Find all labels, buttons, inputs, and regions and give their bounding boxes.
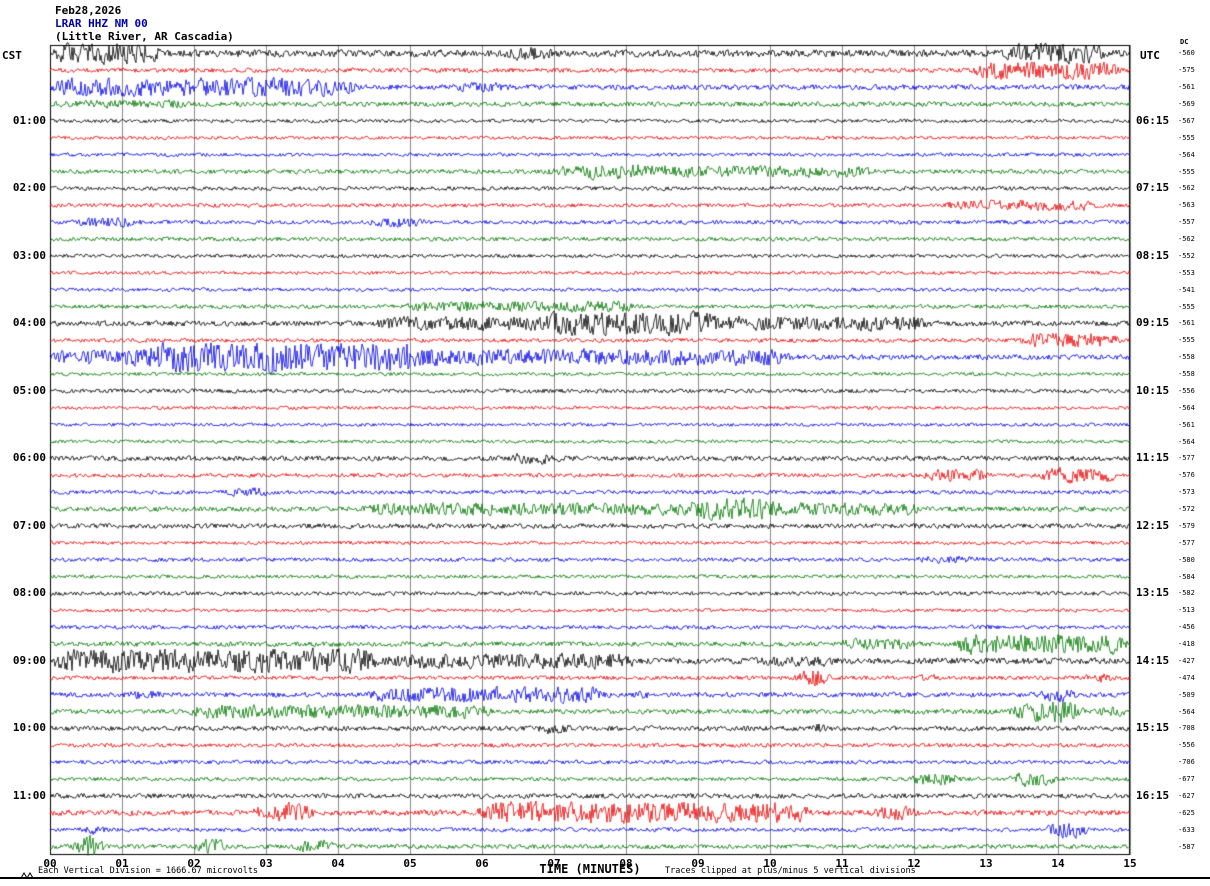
dc-value: -456 — [1178, 623, 1195, 632]
dc-value: -582 — [1178, 589, 1195, 598]
dc-value: -553 — [1178, 268, 1195, 277]
footer-note-clipping: Traces clipped at plus/minus 5 vertical … — [665, 866, 916, 876]
dc-value: -580 — [1178, 555, 1195, 564]
dc-value: -577 — [1178, 454, 1195, 463]
right-time-label: 10:15 — [1136, 383, 1170, 397]
dc-value: -584 — [1178, 572, 1195, 581]
x-tick-label: 06 — [475, 857, 489, 870]
dc-value: -625 — [1178, 808, 1195, 817]
dc-value: -569 — [1178, 100, 1195, 109]
dc-value: -564 — [1178, 150, 1195, 159]
header-location: (Little River, AR Cascadia) — [55, 30, 234, 43]
right-time-label: 08:15 — [1136, 248, 1170, 262]
header-date: Feb28,2026 — [55, 4, 122, 17]
dc-value: -427 — [1178, 656, 1195, 665]
x-tick-label: 01 — [115, 857, 129, 870]
dc-value: -587 — [1178, 842, 1195, 851]
right-time-label: 15:15 — [1136, 721, 1170, 735]
x-tick-label: 12 — [907, 857, 921, 870]
right-time-label: 16:15 — [1136, 788, 1170, 802]
dc-value: -562 — [1178, 184, 1195, 193]
x-tick-label: 04 — [331, 857, 345, 870]
footer-note-scale: Each Vertical Division = 1666.67 microvo… — [38, 866, 259, 876]
dc-value: -572 — [1178, 505, 1195, 514]
right-time-label: 14:15 — [1136, 653, 1170, 667]
x-tick-label: 05 — [403, 857, 417, 870]
left-time-label: 11:00 — [12, 788, 46, 802]
dc-value: -555 — [1178, 336, 1195, 345]
left-time-label: 06:00 — [12, 451, 46, 465]
x-tick-label: 00 — [43, 857, 57, 870]
left-time-label: 07:00 — [12, 518, 46, 532]
right-time-label: 06:15 — [1136, 113, 1170, 127]
dc-value: -560 — [1178, 49, 1195, 58]
dc-value: -557 — [1178, 218, 1195, 227]
dc-value: -627 — [1178, 791, 1195, 800]
left-time-label: 01:00 — [12, 113, 46, 127]
left-time-label: 08:00 — [12, 586, 46, 600]
x-axis-title: TIME (MINUTES) — [539, 862, 641, 876]
dc-value: -513 — [1178, 606, 1195, 615]
x-tick-label: 13 — [979, 857, 993, 870]
dc-value: -577 — [1178, 538, 1195, 547]
dc-value: -541 — [1178, 285, 1195, 294]
dc-value: -561 — [1178, 420, 1195, 429]
dc-value: -564 — [1178, 403, 1195, 412]
left-axis-label: CST — [2, 49, 22, 62]
dc-value: -579 — [1178, 521, 1195, 530]
right-time-label: 07:15 — [1136, 181, 1170, 195]
plot-header: Feb28,2026 LRAR HHZ NM 00 (Little River,… — [55, 4, 234, 43]
x-tick-label: 07 — [547, 857, 561, 870]
dc-value: -708 — [1178, 724, 1195, 733]
dc-value: -564 — [1178, 707, 1195, 716]
dc-value: -555 — [1178, 167, 1195, 176]
x-tick-label: 03 — [259, 857, 273, 870]
dc-value: -562 — [1178, 235, 1195, 244]
left-time-label: 04:00 — [12, 316, 46, 330]
left-time-label: 02:00 — [12, 181, 46, 195]
dc-value: -552 — [1178, 251, 1195, 260]
dc-value: -556 — [1178, 386, 1195, 395]
dc-value: -555 — [1178, 302, 1195, 311]
right-time-label: 11:15 — [1136, 451, 1170, 465]
x-tick-label: 11 — [835, 857, 849, 870]
left-time-label: 09:00 — [12, 653, 46, 667]
dc-value: -558 — [1178, 370, 1195, 379]
dc-value: -418 — [1178, 640, 1195, 649]
dc-value: -561 — [1178, 319, 1195, 328]
dc-value: -509 — [1178, 690, 1195, 699]
x-tick-label: 15 — [1123, 857, 1137, 870]
dc-value: -561 — [1178, 83, 1195, 92]
dc-value: -474 — [1178, 673, 1195, 682]
left-time-label: 03:00 — [12, 248, 46, 262]
footer-rule — [0, 877, 1210, 879]
dc-value: -567 — [1178, 116, 1195, 125]
right-time-label: 09:15 — [1136, 316, 1170, 330]
dc-value: -556 — [1178, 741, 1195, 750]
dc-value: -573 — [1178, 488, 1195, 497]
dc-value: -555 — [1178, 133, 1195, 142]
x-tick-label: 08 — [619, 857, 633, 870]
dc-value: -558 — [1178, 353, 1195, 362]
x-tick-label: 02 — [187, 857, 201, 870]
dc-value: -575 — [1178, 66, 1195, 75]
dc-value: -564 — [1178, 437, 1195, 446]
dc-column-label: DC — [1180, 38, 1189, 46]
right-time-label: 13:15 — [1136, 586, 1170, 600]
header-station: LRAR HHZ NM 00 — [55, 17, 148, 30]
right-time-label: 12:15 — [1136, 518, 1170, 532]
dc-value: -633 — [1178, 825, 1195, 834]
dc-value: -677 — [1178, 775, 1195, 784]
dc-value: -563 — [1178, 201, 1195, 210]
left-time-label: 05:00 — [12, 383, 46, 397]
x-tick-label: 10 — [763, 857, 777, 870]
dc-value: -706 — [1178, 758, 1195, 767]
dc-value: -576 — [1178, 471, 1195, 480]
x-tick-label: 14 — [1051, 857, 1065, 870]
left-time-label: 10:00 — [12, 721, 46, 735]
x-tick-label: 09 — [691, 857, 705, 870]
right-axis-label: UTC — [1140, 49, 1160, 62]
